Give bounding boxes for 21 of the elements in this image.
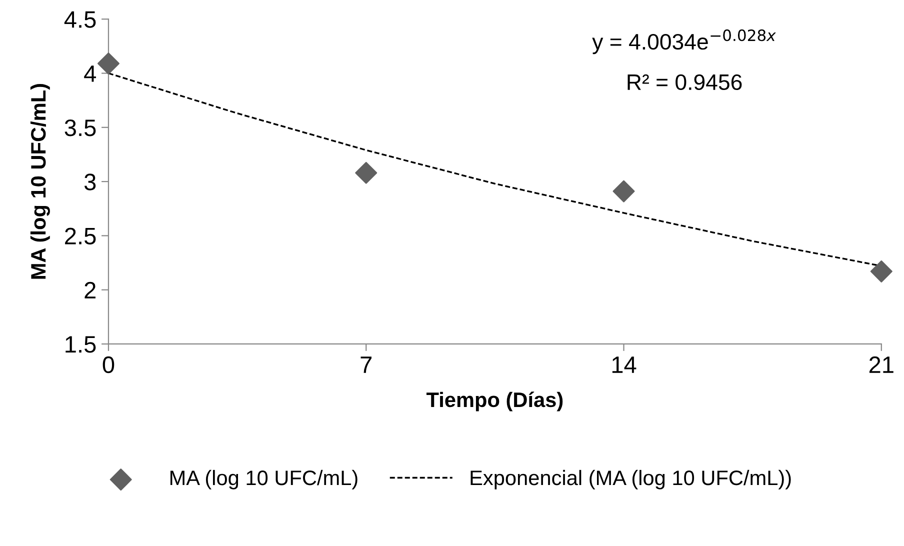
annotation: R² = 0.9456 <box>628 74 742 90</box>
point <box>870 260 892 282</box>
x-tick-label: 7 <box>360 356 372 373</box>
y-tick-label: 1.5 <box>66 336 96 353</box>
x-axis-title: Tiempo (Días) <box>426 392 563 412</box>
y-tick-label: 2 <box>84 282 96 298</box>
y-tick-label: 3.5 <box>64 119 96 136</box>
point <box>612 180 635 202</box>
y-tick-label: 4.5 <box>64 11 96 28</box>
x-tick-label: 0 <box>102 356 114 374</box>
x-tick-label: 14 <box>612 356 636 373</box>
point <box>97 52 120 75</box>
y-tick-label: 2.5 <box>65 228 96 244</box>
y-tick-label: 3 <box>84 174 96 190</box>
y-axis-title: MA (log 10 UFC/mL) <box>30 84 50 279</box>
legend-label: Exponencial (MA (log 10 UFC/mL)) <box>470 470 791 490</box>
point <box>355 162 378 184</box>
legend-label: MA (log 10 UFC/mL) <box>170 470 358 490</box>
x-tick-label: 21 <box>869 356 894 373</box>
annotation: y = 4.0034e$^{−0.028x}$ <box>592 29 776 54</box>
y-tick-label: 4 <box>84 66 96 82</box>
